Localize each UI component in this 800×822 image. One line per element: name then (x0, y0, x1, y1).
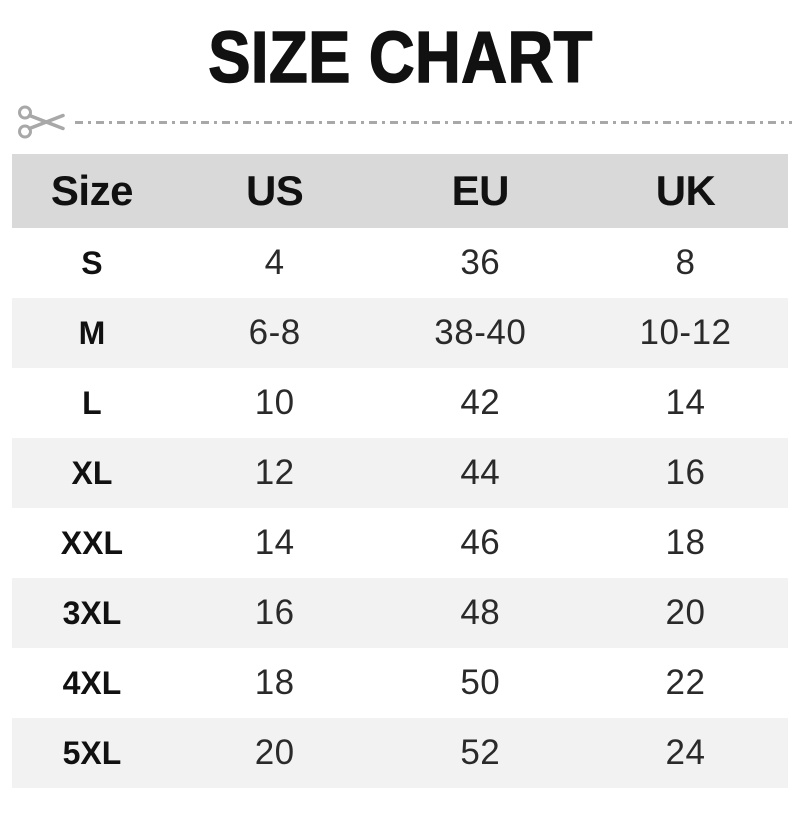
size-value-cell: 20 (665, 593, 706, 632)
page-title-text: SIZE CHART (207, 18, 593, 98)
header-eu: EU (451, 167, 510, 214)
size-value-cell: 8 (675, 243, 696, 282)
size-value-cell: 36 (460, 243, 501, 282)
size-label-cell: XL (71, 454, 113, 491)
table-row: XXL 14 46 18 (12, 508, 788, 578)
size-value-cell: 48 (460, 593, 501, 632)
size-value-cell: 20 (254, 733, 295, 772)
size-value-cell: 6-8 (248, 313, 301, 352)
cut-line (16, 102, 792, 142)
size-value-cell: 16 (254, 593, 295, 632)
size-label-cell: 5XL (62, 734, 122, 771)
size-chart-table: Size US EU UK S 4 36 8 M 6-8 38-40 10-12 L 10 42 14… (12, 154, 788, 788)
table-row: 4XL 18 50 22 (12, 648, 788, 718)
size-label-cell: XXL (60, 524, 124, 561)
size-value-cell: 46 (460, 523, 501, 562)
size-value-cell: 18 (254, 663, 295, 702)
size-label-cell: 3XL (62, 594, 122, 631)
size-table-body: S 4 36 8 M 6-8 38-40 10-12 L 10 42 14 XL 12 44 16 XXL 14 4… (12, 228, 788, 788)
table-row: 3XL 16 48 20 (12, 578, 788, 648)
table-header-row: Size US EU UK (12, 154, 788, 228)
table-row: 5XL 20 52 24 (12, 718, 788, 788)
size-value-cell: 14 (665, 383, 706, 422)
header-uk: UK (655, 167, 716, 214)
size-label-cell: M (78, 314, 106, 351)
size-chart-page: { "title": "SIZE CHART", "cut_line": { "… (0, 18, 800, 822)
size-value-cell: 44 (460, 453, 501, 492)
size-label-cell: 4XL (62, 664, 122, 701)
size-value-cell: 12 (254, 453, 295, 492)
table-row: L 10 42 14 (12, 368, 788, 438)
size-value-cell: 22 (665, 663, 706, 702)
page-title: SIZE CHART (0, 18, 800, 98)
size-value-cell: 52 (460, 733, 501, 772)
size-value-cell: 4 (264, 243, 285, 282)
size-value-cell: 14 (254, 523, 295, 562)
size-value-cell: 16 (665, 453, 706, 492)
table-row: S 4 36 8 (12, 228, 788, 298)
scissors-icon (18, 105, 65, 139)
table-row: XL 12 44 16 (12, 438, 788, 508)
header-size: Size (50, 167, 134, 214)
size-value-cell: 38-40 (434, 313, 527, 352)
size-label-cell: L (82, 384, 102, 421)
size-value-cell: 50 (460, 663, 501, 702)
size-value-cell: 10-12 (639, 313, 732, 352)
size-value-cell: 24 (665, 733, 706, 772)
table-row: M 6-8 38-40 10-12 (12, 298, 788, 368)
size-value-cell: 10 (254, 383, 295, 422)
header-us: US (245, 167, 304, 214)
size-value-cell: 42 (460, 383, 501, 422)
size-label-cell: S (81, 244, 103, 281)
dashed-cut-line (75, 120, 792, 124)
size-value-cell: 18 (665, 523, 706, 562)
